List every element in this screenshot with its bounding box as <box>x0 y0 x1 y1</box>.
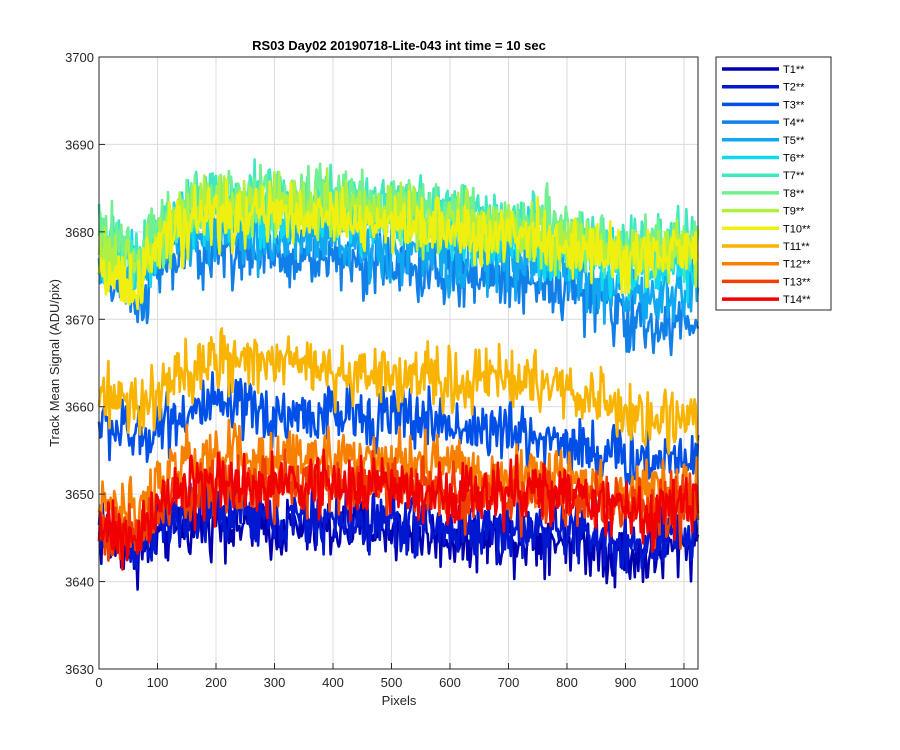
x-tick-label: 300 <box>264 675 286 690</box>
y-tick-label: 3680 <box>65 225 94 240</box>
x-tick-label: 600 <box>439 675 461 690</box>
x-tick-label: 100 <box>147 675 169 690</box>
legend-entry: T9** <box>783 206 805 218</box>
legend: T1** T2** T3** T4** T5** T6** T7** T8** T9** T10*… <box>715 56 832 311</box>
x-tick-label: 0 <box>95 675 102 690</box>
y-axis-label: Track Mean Signal (ADU/pix) <box>47 279 62 447</box>
legend-entry: T2** <box>783 82 805 94</box>
legend-entry: T4** <box>783 117 805 129</box>
legend-entry: T5** <box>783 135 805 147</box>
y-axis-ticks: 3630 3640 3650 3660 3670 3680 3690 3700 <box>65 50 105 677</box>
legend-entry: T6** <box>783 153 805 165</box>
x-axis-label: Pixels <box>382 693 417 708</box>
series-line-t10 <box>97 178 700 311</box>
y-tick-label: 3670 <box>65 312 94 327</box>
legend-entry: T3** <box>783 99 805 111</box>
legend-entry: T14** <box>783 294 811 306</box>
x-tick-label: 700 <box>498 675 520 690</box>
x-tick-label: 400 <box>322 675 344 690</box>
y-tick-label: 3700 <box>65 50 94 65</box>
x-axis-ticks: 0 100 200 300 400 500 600 700 800 900 1000 <box>95 663 698 690</box>
legend-box <box>715 56 832 311</box>
chart-title: RS03 Day02 20190718-Lite-043 int time = … <box>252 38 546 53</box>
x-tick-label: 900 <box>615 675 637 690</box>
x-tick-label: 1000 <box>670 675 699 690</box>
x-tick-label: 200 <box>205 675 227 690</box>
legend-entry: T13** <box>783 276 811 288</box>
series-layer <box>97 158 700 591</box>
plot-border <box>98 56 699 670</box>
x-tick-label: 800 <box>556 675 578 690</box>
legend-entry: T1** <box>783 64 805 76</box>
y-tick-label: 3660 <box>65 400 94 415</box>
series-line-t5 <box>97 197 700 326</box>
series-line-t14 <box>97 448 700 571</box>
y-tick-label: 3690 <box>65 137 94 152</box>
series-line-t2 <box>97 473 700 574</box>
x-tick-label: 500 <box>381 675 403 690</box>
legend-entry: T7** <box>783 170 805 182</box>
series-line-t11 <box>97 327 700 455</box>
y-tick-label: 3630 <box>65 662 94 677</box>
y-tick-label: 3650 <box>65 487 94 502</box>
y-tick-label: 3640 <box>65 575 94 590</box>
legend-entry: T8** <box>783 188 805 200</box>
legend-entry: T10** <box>783 223 811 235</box>
legend-entry: T11** <box>783 241 810 253</box>
legend-entry: T12** <box>783 259 811 271</box>
